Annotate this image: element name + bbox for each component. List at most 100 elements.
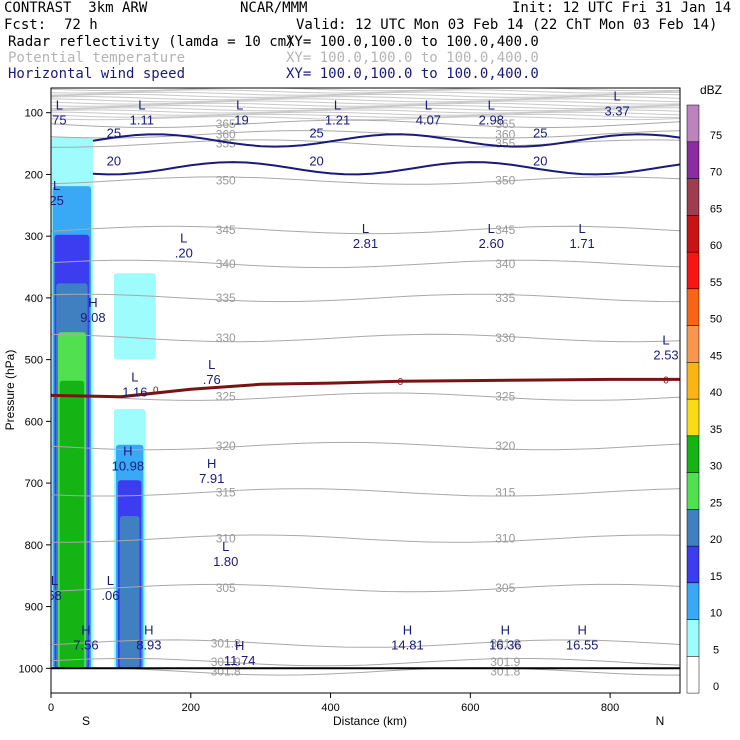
extremum-value-26: 16.55 bbox=[566, 637, 599, 652]
theta-label-320-1: 320 bbox=[495, 439, 515, 453]
y-tick-label-400: 400 bbox=[25, 293, 43, 305]
extremum-marker-2: L bbox=[236, 98, 243, 113]
field-3-xy: XY= 100.0,100.0 to 100.0,400.0 bbox=[286, 66, 539, 82]
colorbar-swatch-15 bbox=[686, 545, 700, 584]
theta-contour-320 bbox=[51, 441, 680, 451]
colorbar-swatch-55 bbox=[686, 251, 700, 290]
wind-contour-20 bbox=[92, 161, 680, 176]
theta-label-301.8-1: 301.8 bbox=[490, 637, 520, 651]
field-1-xy: XY= 100.0,100.0 to 100.0,400.0 bbox=[286, 34, 539, 50]
extremum-marker-21: H bbox=[81, 622, 90, 637]
wind-label-20-0: 20 bbox=[107, 153, 121, 168]
extremum-marker-18: L bbox=[222, 539, 229, 554]
theta-label-310-1: 310 bbox=[495, 532, 515, 546]
theta-contour-340 bbox=[51, 259, 680, 269]
extremum-marker-16: H bbox=[123, 443, 132, 458]
init-time: Init: 12 UTC Fri 31 Jan 14 bbox=[512, 0, 732, 16]
theta-contour-upper bbox=[51, 88, 680, 92]
theta-contour-350 bbox=[51, 176, 680, 185]
colorbar-swatch-35 bbox=[686, 398, 700, 437]
theta-contour-301.8 bbox=[51, 667, 680, 676]
colorbar-swatch-60 bbox=[686, 215, 700, 253]
extremum-marker-17: H bbox=[207, 456, 216, 471]
colorbar-label-15: 15 bbox=[710, 571, 722, 583]
colorbar-swatch-20 bbox=[686, 509, 700, 547]
theta-contour-345 bbox=[51, 225, 680, 235]
theta-contour-330 bbox=[51, 333, 680, 343]
theta-contour-325 bbox=[51, 392, 680, 401]
extremum-value-11: 1.71 bbox=[569, 236, 594, 251]
extremum-value-0: 75 bbox=[52, 113, 66, 128]
theta-label-305-0: 305 bbox=[216, 581, 236, 595]
theta-contour-upper bbox=[51, 104, 680, 110]
theta-contour-305 bbox=[51, 583, 680, 593]
extremum-marker-25: H bbox=[501, 622, 510, 637]
colorbar-swatch-10 bbox=[686, 582, 700, 620]
extremum-marker-6: L bbox=[613, 88, 620, 103]
theta-label-330-0: 330 bbox=[216, 331, 236, 345]
freezing-level-line bbox=[51, 377, 680, 399]
colorbar-label-70: 70 bbox=[710, 167, 722, 179]
theta-contour-365 bbox=[51, 119, 680, 129]
extremum-value-15: 1.16 bbox=[122, 384, 147, 399]
x-end-label-left: S bbox=[82, 714, 90, 728]
theta-label-335-1: 335 bbox=[495, 291, 515, 305]
y-tick-label-100: 100 bbox=[25, 108, 43, 120]
valid-time: Valid: 12 UTC Mon 03 Feb 14 (22 ChT Mon … bbox=[296, 17, 718, 33]
colorbar-label-75: 75 bbox=[710, 130, 722, 142]
theta-label-315-1: 315 bbox=[495, 485, 515, 499]
theta-contour-upper bbox=[51, 102, 680, 107]
colorbar-swatch-40 bbox=[686, 362, 700, 400]
y-tick-label-500: 500 bbox=[25, 355, 43, 367]
colorbar-label-65: 65 bbox=[710, 203, 722, 215]
theta-label-330-1: 330 bbox=[495, 331, 515, 345]
extremum-value-2: .19 bbox=[231, 113, 249, 128]
extremum-value-13: 2.53 bbox=[653, 347, 678, 362]
extremum-value-5: 2.98 bbox=[479, 113, 504, 128]
reflectivity-shade-2-5 bbox=[113, 273, 156, 360]
theta-label-301.8-0: 301.8 bbox=[211, 637, 241, 651]
theta-contour-301.9 bbox=[51, 658, 680, 667]
extremum-value-10: 2.60 bbox=[479, 236, 504, 251]
reflectivity-shade-0-30 bbox=[59, 380, 85, 669]
colorbar-label-55: 55 bbox=[710, 277, 722, 289]
theta-contour-upper bbox=[51, 111, 680, 116]
theta-label-355-0: 355 bbox=[216, 137, 236, 151]
extremum-marker-12: H bbox=[88, 295, 97, 310]
extremum-value-23: 11.74 bbox=[224, 653, 256, 668]
theta-contour-360 bbox=[51, 130, 680, 139]
theta-contour-315 bbox=[51, 488, 680, 497]
colorbar: 0 5 10 15 20 25 30 35 40 45 50 55 60 65 70 75 bbox=[686, 104, 722, 694]
reflectivity-shade-1-20 bbox=[119, 516, 140, 669]
y-tick-label-700: 700 bbox=[25, 478, 43, 490]
extremum-value-1: 1.11 bbox=[130, 113, 154, 128]
y-tick-label-800: 800 bbox=[25, 540, 43, 552]
theta-contour-upper bbox=[51, 113, 680, 118]
colorbar-label-10: 10 bbox=[710, 608, 722, 620]
colorbar-swatch-70 bbox=[686, 141, 700, 179]
theta-label-315-0: 315 bbox=[216, 485, 236, 499]
wind-label-20-1: 20 bbox=[309, 153, 323, 168]
extremum-value-3: 1.21 bbox=[325, 113, 350, 128]
model-title: CONTRAST 3km ARW bbox=[4, 0, 148, 16]
wind-contour-25 bbox=[92, 133, 680, 148]
theta-label-310-0: 310 bbox=[216, 532, 236, 546]
theta-label-301.9-1: 301.9 bbox=[490, 655, 520, 669]
colorbar-swatch-65 bbox=[686, 178, 700, 216]
colorbar-label-0: 0 bbox=[713, 681, 719, 693]
extremum-value-25: 16.36 bbox=[489, 637, 522, 652]
theta-label-345-0: 345 bbox=[216, 223, 236, 237]
extremum-marker-10: L bbox=[488, 221, 495, 236]
extremum-marker-5: L bbox=[488, 98, 495, 113]
extremum-marker-7: L bbox=[53, 178, 60, 193]
extremum-marker-23: H bbox=[235, 638, 244, 653]
x-tick-label-400: 400 bbox=[321, 702, 339, 714]
org-label: NCAR/MMM bbox=[240, 0, 308, 16]
theta-contour-301.8 bbox=[51, 639, 680, 648]
y-tick-label-1000: 1000 bbox=[19, 663, 43, 675]
colorbar-unit: dBZ bbox=[700, 83, 722, 97]
extremum-value-20: .06 bbox=[101, 588, 119, 603]
colorbar-label-25: 25 bbox=[710, 497, 722, 509]
fcst-value: 72 h bbox=[64, 17, 98, 33]
